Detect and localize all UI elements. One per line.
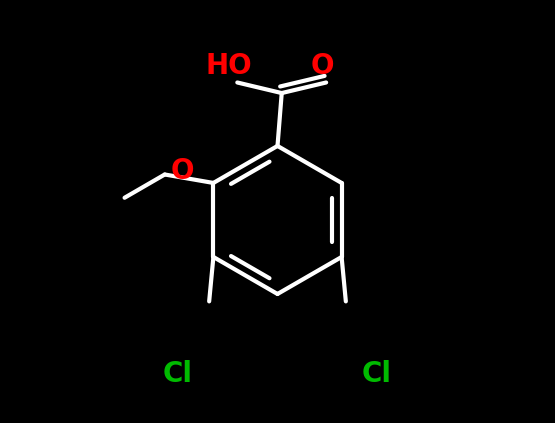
Text: O: O <box>310 52 334 80</box>
Text: Cl: Cl <box>163 360 193 388</box>
Text: O: O <box>170 157 194 185</box>
Text: HO: HO <box>205 52 252 80</box>
Text: Cl: Cl <box>362 360 392 388</box>
